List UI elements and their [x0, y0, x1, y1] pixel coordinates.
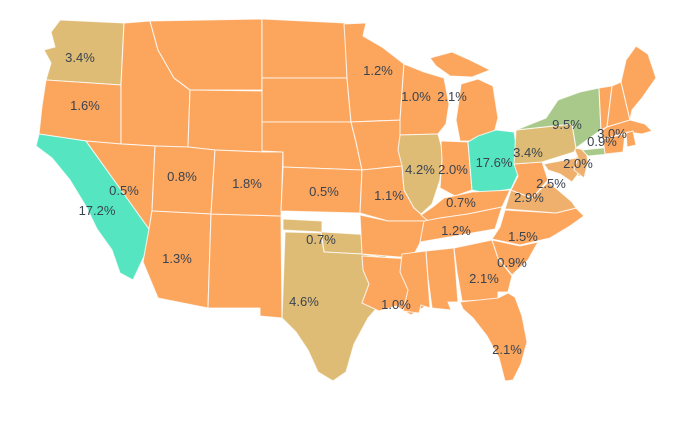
state-colorado[interactable] [210, 149, 284, 217]
states-layer [35, 18, 657, 382]
state-north-carolina[interactable] [491, 207, 585, 246]
state-maine[interactable] [620, 45, 657, 121]
state-alabama[interactable] [425, 247, 459, 311]
state-new-mexico[interactable] [207, 213, 283, 319]
state-wyoming[interactable] [187, 89, 266, 153]
state-kansas[interactable] [280, 166, 363, 214]
state-pennsylvania[interactable] [513, 123, 577, 165]
state-florida[interactable] [459, 292, 528, 382]
state-south-carolina[interactable] [491, 239, 539, 276]
state-utah[interactable] [151, 145, 216, 215]
state-tennessee[interactable] [419, 206, 503, 243]
state-north-dakota[interactable] [261, 18, 348, 79]
state-arkansas[interactable] [359, 214, 428, 259]
state-minnesota[interactable] [343, 22, 405, 123]
state-wisconsin[interactable] [399, 63, 450, 136]
state-rhode-island[interactable] [625, 130, 637, 148]
state-connecticut[interactable] [602, 133, 626, 155]
state-indiana[interactable] [439, 140, 473, 197]
state-south-dakota[interactable] [261, 77, 352, 123]
state-arizona[interactable] [142, 210, 212, 309]
state-oregon[interactable] [38, 79, 122, 145]
state-mississippi[interactable] [399, 250, 431, 314]
state-washington[interactable] [43, 19, 125, 86]
state-ohio[interactable] [467, 129, 521, 194]
